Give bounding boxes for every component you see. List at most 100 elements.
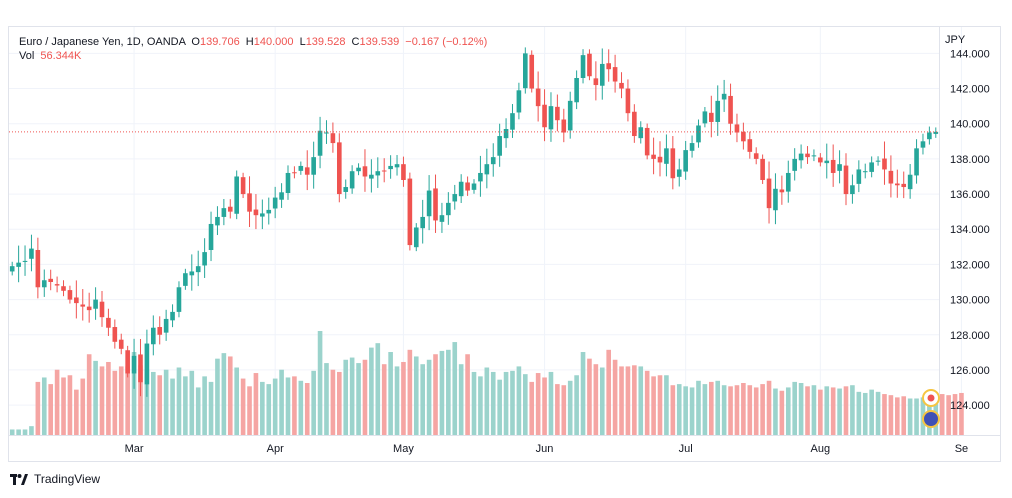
volume-bar	[170, 378, 175, 435]
candle-body	[465, 182, 470, 191]
volume-bar	[375, 343, 381, 435]
volume-bar	[792, 381, 797, 435]
volume-bar	[234, 367, 239, 435]
volume-bar	[734, 385, 740, 435]
volume-bar	[753, 387, 759, 435]
price-tick-label: 134.000	[950, 224, 990, 236]
candle-body	[875, 160, 881, 162]
candle-body	[426, 190, 432, 217]
candle-body	[555, 106, 560, 121]
candle-body	[183, 273, 188, 286]
candle-body	[747, 139, 753, 152]
volume-bar	[80, 378, 86, 435]
volume-bar	[888, 395, 894, 435]
candle-body	[805, 153, 810, 158]
volume-bar	[260, 381, 265, 435]
candle-body	[317, 130, 323, 156]
volume-bar	[721, 385, 727, 435]
candle-body	[330, 133, 336, 144]
candle-body	[304, 167, 310, 175]
volume-bar	[227, 356, 233, 435]
candle-body	[401, 164, 406, 180]
candle-body	[785, 172, 791, 192]
flag-badge-icon[interactable]	[922, 410, 940, 428]
volume-bar	[253, 373, 259, 435]
volume-bar	[760, 384, 765, 435]
candle-body	[189, 271, 195, 276]
price-tick-label: 132.000	[950, 259, 990, 271]
candle-body	[670, 148, 676, 179]
candle-body	[580, 55, 586, 78]
tradingview-brand[interactable]: TradingView	[10, 472, 100, 486]
low-value: 139.528	[305, 36, 346, 48]
candle-body	[574, 78, 579, 103]
volume-bar	[369, 347, 374, 435]
candle-body	[760, 158, 765, 180]
volume-bar	[61, 377, 66, 435]
candle-body	[163, 318, 169, 333]
candlestick-chart[interactable]: JPY 124.000 126.000 128.000 130.000 132.000 13…	[9, 27, 1000, 461]
volume-bar	[548, 371, 554, 435]
event-dot-icon	[927, 394, 935, 402]
volume-bar	[362, 359, 368, 435]
candle-body	[41, 280, 47, 288]
candle-body	[221, 208, 227, 217]
candle-body	[753, 153, 759, 159]
volume-bar	[240, 378, 246, 435]
candle-body	[285, 172, 291, 194]
volume-bar	[413, 356, 419, 435]
candle-body	[176, 287, 182, 312]
candle-body	[369, 174, 374, 179]
time-tick-label: Aug	[811, 443, 831, 455]
volume-bar	[86, 354, 92, 435]
candle-body	[798, 153, 804, 161]
candle-body	[86, 306, 92, 311]
candle-body	[272, 197, 278, 209]
candle-body	[567, 100, 573, 131]
candle-body	[112, 327, 118, 342]
volume-label[interactable]: Vol	[19, 50, 35, 62]
volume-bar	[503, 371, 509, 435]
candle-body	[689, 143, 695, 151]
volume-row: Vol 56.344K	[19, 49, 487, 63]
volume-bar	[118, 366, 124, 435]
candle-body	[202, 252, 207, 266]
candle-body	[298, 165, 304, 171]
candle-body	[74, 297, 79, 304]
candle-body	[773, 188, 778, 211]
volume-bar	[247, 386, 252, 435]
time-tick-label: Se	[955, 443, 968, 455]
volume-bar	[728, 386, 733, 435]
volume-bar	[48, 384, 53, 435]
volume-bar	[208, 381, 214, 435]
volume-bar	[471, 371, 477, 435]
volume-bar	[67, 375, 73, 435]
volume-bar	[709, 381, 714, 435]
volume-bar	[632, 365, 637, 435]
volume-bar	[638, 366, 644, 435]
volume-bar	[9, 429, 15, 435]
scale-badges[interactable]	[922, 389, 940, 428]
volume-bar	[497, 379, 502, 435]
volume-bar	[292, 376, 297, 435]
volume-bar	[93, 360, 98, 435]
candle-body	[850, 185, 855, 195]
volume-bar	[676, 384, 682, 435]
volume-bar	[183, 376, 188, 435]
price-tick-label: 142.000	[950, 84, 990, 96]
price-tick-label: 128.000	[950, 330, 990, 342]
volume-bar	[381, 364, 387, 435]
volume-bar	[651, 376, 656, 435]
candle-body	[48, 278, 53, 282]
volume-bar	[349, 357, 355, 435]
candle-body	[728, 95, 733, 124]
open-label: O	[191, 36, 200, 48]
price-axis[interactable]: JPY 124.000 126.000 128.000 130.000 132.000 13…	[939, 27, 990, 435]
volume-bar	[683, 386, 688, 435]
symbol-label[interactable]: Euro / Japanese Yen, 1D, OANDA	[19, 36, 186, 48]
volume-bar	[805, 386, 810, 435]
volume-bar	[818, 389, 823, 435]
time-axis[interactable]: Mar Apr May Jun Jul Aug Se	[9, 435, 1000, 456]
candle-body	[215, 216, 220, 226]
candle-body	[67, 290, 73, 300]
